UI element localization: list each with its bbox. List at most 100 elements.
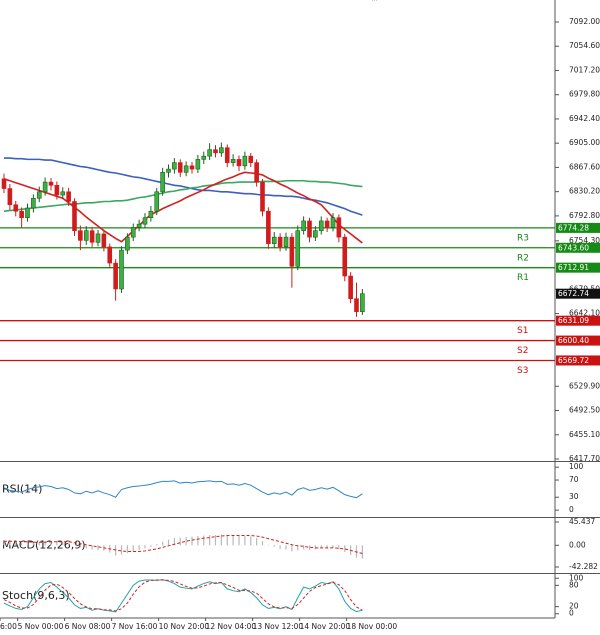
y-tick-label: 20 [569, 602, 579, 611]
last-price-box [556, 288, 600, 299]
level-price-box [556, 242, 600, 253]
candle-body [266, 210, 271, 244]
candle-body [7, 188, 13, 206]
candle-body [330, 217, 336, 228]
indicator-line [3, 179, 363, 213]
y-tick-label: 100 [569, 462, 584, 471]
candle-body [107, 246, 113, 264]
candle-body [260, 181, 265, 212]
x-tick-label: 7 Nov 16:00 [112, 622, 158, 631]
y-tick-label: 0 [569, 609, 574, 618]
level-price: 6774.28 [558, 223, 589, 232]
level-price-box [556, 355, 600, 366]
candle-body [254, 162, 259, 183]
candle-body [348, 275, 353, 300]
y-tick-label: 6979.80 [569, 90, 600, 99]
x-tick-label: 5 Nov 00:00 [18, 622, 64, 631]
candle-body [1, 178, 7, 189]
y-tick-label: 6492.50 [569, 406, 600, 415]
candle-body [172, 162, 177, 170]
candle-body [31, 197, 36, 209]
indicator-line [4, 157, 363, 216]
y-tick-label: 6642.10 [569, 309, 600, 318]
candle-body [78, 230, 83, 241]
level-name: S1 [517, 326, 528, 336]
candle-body [160, 172, 165, 193]
indicator-title: Stoch(9,6,3) [2, 589, 70, 602]
indicator-line [3, 171, 363, 244]
candle-body [125, 236, 130, 251]
x-tick-label: 6 Nov 08:00 [65, 622, 111, 631]
candle-body [213, 149, 218, 154]
candle-body [230, 159, 236, 163]
level-price: 6600.40 [558, 336, 589, 345]
y-tick-label: 7054.60 [569, 41, 600, 50]
candle-body [219, 147, 224, 154]
candle-body [236, 159, 242, 167]
candle-body [313, 230, 318, 238]
candle-body [119, 249, 124, 290]
candle-body [101, 233, 107, 248]
y-tick-label: 100 [569, 573, 584, 582]
candle-body [95, 233, 101, 243]
candle-body [148, 210, 154, 219]
y-tick-label: 6529.90 [569, 381, 600, 390]
candle-body [189, 165, 195, 170]
level-price-box [556, 315, 600, 326]
candle-body [130, 227, 136, 238]
x-tick-label: 14 Nov 20:00 [300, 622, 351, 631]
candle-body [154, 191, 160, 212]
candle-body [166, 168, 171, 173]
y-tick-label: -42.282 [569, 562, 598, 571]
candle-body [42, 181, 48, 193]
candle-body [207, 149, 212, 157]
y-tick-label: 0 [569, 505, 574, 514]
candle-body [183, 165, 189, 173]
indicator-title: MACD(12,26,9) [2, 539, 86, 552]
candle-body [195, 159, 201, 170]
y-tick-label: 6792.80 [569, 211, 600, 220]
candle-body [360, 293, 365, 312]
candle-body [177, 162, 183, 173]
level-name: R2 [517, 253, 529, 263]
indicator-line [3, 579, 363, 613]
candle-body [72, 201, 77, 231]
candle-body [271, 236, 277, 244]
level-name: S2 [517, 346, 528, 356]
y-tick-label: 7092.00 [569, 17, 600, 26]
level-name: R3 [517, 233, 529, 243]
candle-body [283, 236, 289, 248]
candle-body [301, 220, 306, 231]
candle-body [307, 220, 312, 238]
level-price: 6569.72 [558, 356, 589, 365]
y-tick-label: 6867.60 [569, 162, 600, 171]
y-tick-label: 7017.20 [569, 65, 600, 74]
y-tick-label: 0.00 [569, 540, 586, 549]
level-price: 6712.91 [558, 263, 589, 272]
candle-body [48, 181, 54, 186]
candle-body [60, 191, 66, 196]
y-tick-label: 30 [569, 492, 579, 501]
candle-body [295, 230, 301, 267]
x-tick-label: 13 Nov 12:00 [253, 622, 304, 631]
candle-body [113, 262, 118, 290]
y-tick-label: 45.437 [569, 517, 595, 526]
candle-body [25, 207, 30, 219]
indicator-title: RSI(14) [2, 483, 42, 496]
y-tick-label: 6905.00 [569, 138, 600, 147]
candle-body [66, 191, 71, 202]
y-tick-label: 6754.30 [569, 236, 600, 245]
y-tick-label: 6942.40 [569, 114, 600, 123]
candle-body [36, 191, 42, 199]
candle-body [136, 223, 142, 228]
candle-body [248, 155, 254, 163]
y-tick-label: 6830.20 [569, 187, 600, 196]
y-tick-label: 70 [569, 475, 579, 484]
level-price-box [556, 335, 600, 346]
level-name: R1 [517, 273, 529, 283]
candle-body [19, 210, 24, 219]
candle-body [224, 147, 230, 163]
